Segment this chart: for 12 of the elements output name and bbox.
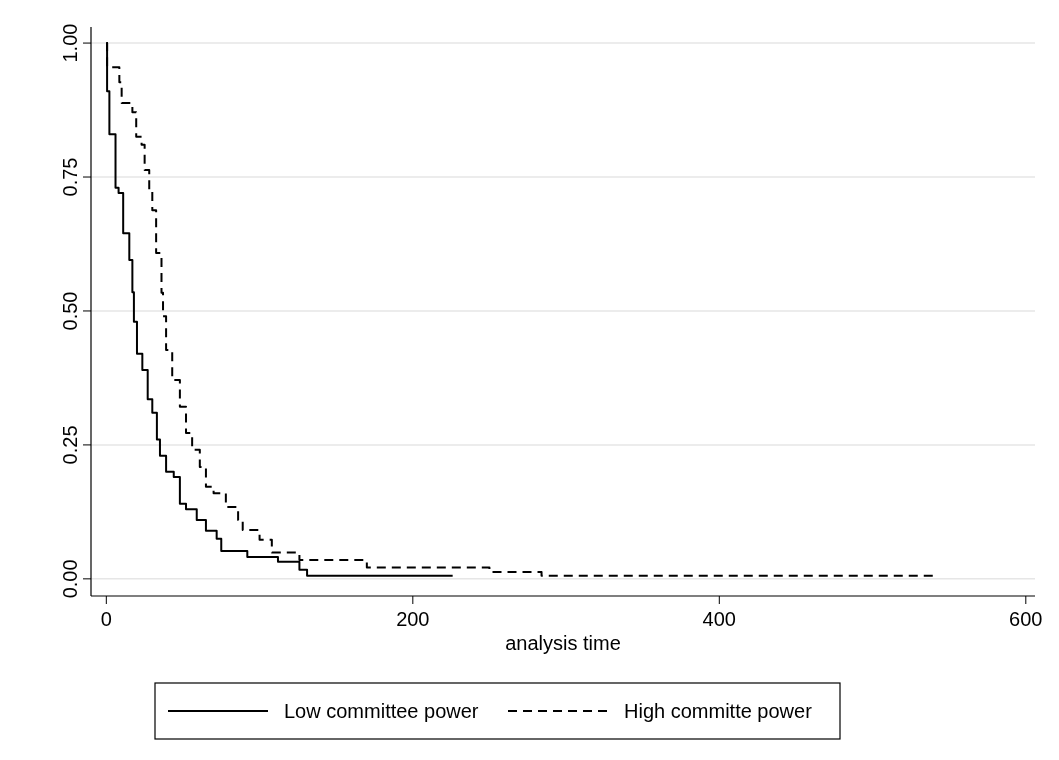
legend-label: High committe power: [624, 700, 813, 722]
x-tick-label: 0: [100, 608, 112, 630]
y-tick-label: 0.00: [59, 559, 81, 599]
x-tick-label: 600: [1009, 608, 1043, 630]
y-tick-label: 0.50: [59, 291, 81, 331]
legend-label: Low committee power: [284, 700, 479, 722]
x-tick-label: 200: [396, 608, 430, 630]
y-tick-label: 0.25: [59, 425, 81, 465]
x-tick-label: 400: [702, 608, 736, 630]
y-tick-label: 0.75: [59, 157, 81, 197]
y-tick-label: 1.00: [59, 23, 81, 63]
x-axis-title: analysis time: [505, 632, 621, 654]
